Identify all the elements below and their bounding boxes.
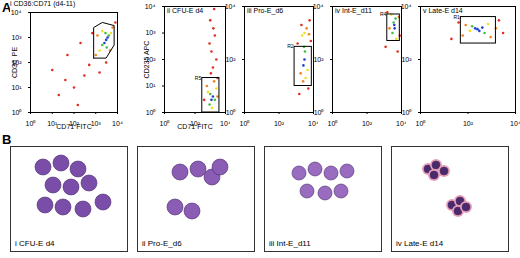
svg-text:10⁴: 10⁴ [510,120,520,127]
html-text:iv Late-E d14: iv Late-E d14 [396,239,444,248]
svg-text:10⁰: 10⁰ [314,109,325,116]
html-text:ii CFU-E d4: ii CFU-E d4 [167,7,204,14]
html-text:ii Pro-E_d6: ii Pro-E_d6 [142,239,182,248]
svg-text:R1: R1 [453,14,460,20]
svg-text:10³: 10³ [91,120,102,127]
html-text:iii Int-E_d11: iii Int-E_d11 [269,239,311,248]
svg-text:10⁴: 10⁴ [308,120,319,128]
svg-text:10⁴: 10⁴ [313,3,324,10]
html-text:v Late-E d14: v Late-E d14 [423,7,463,14]
svg-text:10⁴: 10⁴ [401,3,412,10]
svg-text:R5: R5 [195,75,202,81]
html-text:B: B [2,132,12,147]
svg-text:10²: 10² [145,55,156,63]
html-text:i CD36:CD71 (d4-11): i CD36:CD71 (d4-11) [10,0,76,7]
svg-text:10⁰: 10⁰ [146,109,157,116]
svg-text:10⁴: 10⁴ [396,120,407,128]
svg-text:10²: 10² [225,56,236,63]
svg-text:10³: 10³ [145,29,156,36]
svg-text:10⁰: 10⁰ [240,120,251,127]
svg-text:10⁴: 10⁴ [225,3,236,10]
svg-text:10²: 10² [313,56,324,63]
svg-text:10²: 10² [362,120,373,127]
html-text:A: A [2,0,12,15]
svg-text:10³: 10³ [11,34,22,41]
html-text:iv Int-E_d11: iv Int-E_d11 [335,7,372,14]
svg-text:10⁰: 10⁰ [226,109,237,116]
svg-text:CD235 APC: CD235 APC [143,41,150,79]
svg-text:10¹: 10¹ [11,84,22,91]
svg-text:10⁰: 10⁰ [416,120,427,127]
svg-text:10²: 10² [463,120,474,127]
svg-text:10⁴: 10⁴ [145,3,156,10]
svg-text:10⁰: 10⁰ [328,120,339,127]
svg-text:R4: R4 [380,11,387,17]
svg-text:10⁴: 10⁴ [220,120,231,128]
svg-text:10⁰: 10⁰ [402,109,413,116]
svg-text:10¹: 10¹ [47,120,58,128]
svg-text:CD71 FITC: CD71 FITC [177,123,212,130]
html-text:i CFU-E d4: i CFU-E d4 [15,239,55,248]
svg-text:R2: R2 [287,43,294,49]
svg-text:10⁰: 10⁰ [26,120,37,127]
svg-text:10⁴: 10⁴ [112,120,123,127]
svg-text:10²: 10² [274,120,285,127]
html-text:iii Pro-E_d6: iii Pro-E_d6 [247,7,284,14]
svg-text:10⁴: 10⁴ [11,9,22,16]
svg-text:10¹: 10¹ [145,82,156,89]
svg-text:10²: 10² [401,56,412,63]
svg-text:CD36 PE: CD36 PE [11,47,18,78]
svg-text:10⁰: 10⁰ [160,120,171,127]
svg-text:CD71 FITC: CD71 FITC [56,123,91,130]
svg-text:10⁰: 10⁰ [12,109,23,116]
